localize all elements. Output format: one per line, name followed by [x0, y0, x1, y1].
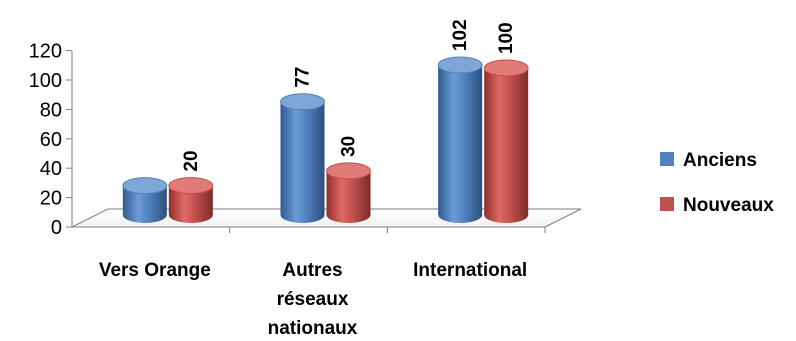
legend-swatch — [660, 152, 674, 166]
legend-item-anciens: Anciens — [660, 150, 757, 171]
bar-nouveaux-2 — [483, 59, 529, 223]
data-label: 20 — [181, 150, 202, 171]
bar-anciens-1 — [280, 93, 325, 223]
y-tick-label: 60 — [40, 129, 62, 151]
bars — [122, 56, 529, 223]
y-tick-label: 80 — [40, 99, 62, 121]
data-label: 30 — [339, 136, 360, 157]
legend: Anciens Nouveaux — [660, 150, 774, 216]
data-label: 100 — [496, 22, 517, 54]
bar-nouveaux-0 — [168, 177, 214, 223]
bar-anciens-0 — [122, 177, 168, 223]
bar-nouveaux-1 — [326, 162, 371, 223]
y-tick-label: 20 — [40, 188, 62, 210]
data-label: 77 — [293, 67, 314, 88]
y-tick-label: 100 — [29, 70, 62, 92]
legend-label: Anciens — [683, 150, 757, 171]
legend-item-nouveaux: Nouveaux — [660, 195, 774, 216]
y-tick-label: 40 — [40, 158, 62, 180]
category-label: Vers Orange — [99, 260, 211, 281]
y-tick-label: 0 — [51, 217, 62, 239]
labels: 77 102 20 30 100 Vers Orange Autres réseaux nati… — [99, 19, 527, 339]
legend-label: Nouveaux — [683, 195, 774, 216]
category-label: Autres réseaux nationaux — [268, 260, 358, 339]
legend-swatch — [660, 197, 674, 211]
category-label: International — [413, 260, 527, 281]
bar-anciens-2 — [437, 56, 483, 223]
y-tick-label: 120 — [29, 41, 62, 63]
data-label: 102 — [450, 19, 471, 51]
